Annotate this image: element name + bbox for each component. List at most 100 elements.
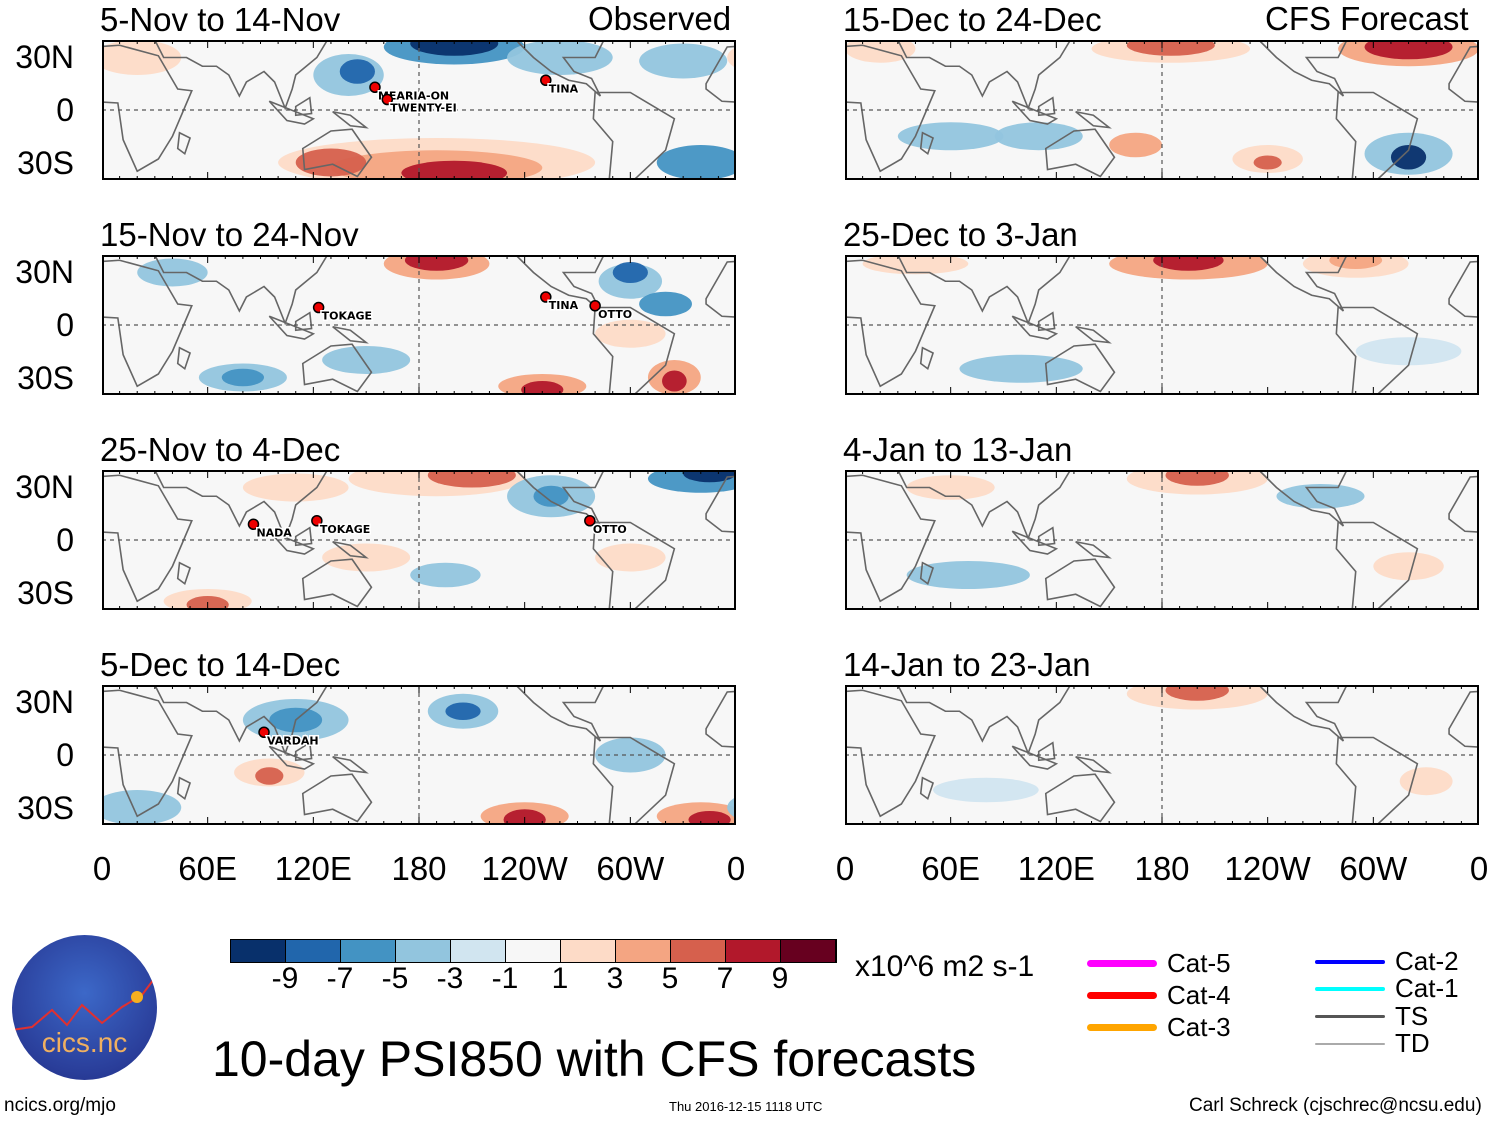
legend-label: Cat-4 [1167, 980, 1231, 1010]
storm-marker[interactable]: TWENTY-EI [381, 93, 458, 116]
coastline [1448, 690, 1479, 748]
storm-marker[interactable]: TOKAGE [311, 515, 372, 537]
colorbar-label: 1 [551, 962, 569, 995]
anomaly-contour [1355, 337, 1462, 366]
colorbar-label: 9 [771, 962, 789, 995]
legend-line-icon [1087, 960, 1157, 967]
storm-marker[interactable]: MEARIA-ON [369, 81, 451, 104]
coastline [153, 685, 329, 756]
footer-timestamp: Thu 2016-12-15 1118 UTC [669, 1099, 823, 1114]
colorbar-units: x10^6 m2 s-1 [855, 950, 1035, 983]
coastline [301, 128, 373, 178]
lat-tick-label: 0 [56, 92, 74, 128]
lon-tick-label: 0 [726, 850, 746, 887]
coastline [1448, 260, 1479, 318]
lat-tick-label: 0 [56, 307, 74, 343]
anomaly-contour [410, 562, 481, 588]
anomaly-contour [656, 145, 736, 180]
coastline [1037, 311, 1056, 332]
storm-label: TINA [549, 82, 579, 95]
coastline [268, 315, 316, 340]
legend-line-icon [1315, 1015, 1385, 1018]
anomaly-contour [612, 262, 648, 283]
coastline [102, 44, 193, 173]
anomaly-contour [1276, 484, 1365, 509]
lon-tick-label: 120E [1017, 850, 1095, 887]
coastline [332, 540, 369, 559]
coastline [1075, 110, 1112, 129]
coastline [1044, 773, 1116, 823]
anomaly-contour [427, 470, 516, 488]
coastline [1448, 45, 1479, 103]
lon-tick-label: 60W [596, 850, 665, 887]
storm-marker[interactable]: TINA [540, 74, 580, 97]
lon-tick-label: 120W [1224, 850, 1311, 887]
colorbar-swatch [231, 940, 286, 962]
footer-author: Carl Schreck (cjschrec@ncsu.edu) [1189, 1095, 1482, 1116]
anomaly-contour [1373, 552, 1444, 581]
coastline [1037, 741, 1056, 762]
coastline [514, 40, 605, 97]
anomaly-contour [445, 702, 481, 720]
anomaly-contour [1390, 145, 1427, 170]
map-panel [845, 470, 1479, 610]
coastline [1257, 470, 1348, 527]
colorbar-label: 5 [661, 962, 679, 995]
anomaly-contour [1126, 40, 1215, 56]
coastline [176, 776, 192, 801]
coastline [705, 690, 736, 748]
lat-tick-label: 30N [15, 254, 74, 290]
coastline [268, 745, 316, 770]
legend-line-icon [1087, 1024, 1157, 1031]
coastline [1257, 685, 1348, 742]
anomaly-contour [595, 319, 666, 348]
storm-marker[interactable]: VARDAH [258, 726, 320, 749]
storm-marker[interactable]: TINA [540, 291, 580, 314]
storm-marker[interactable]: OTTO [584, 515, 628, 537]
coastline [705, 475, 736, 533]
lat-tick-label: 30S [17, 790, 74, 826]
coastline [919, 131, 935, 156]
legend-line-icon [1087, 992, 1157, 999]
anomaly-contour [683, 470, 736, 483]
coastline [514, 685, 605, 742]
lon-tick-label: 180 [1134, 850, 1190, 887]
coastline [1037, 96, 1056, 117]
panel-title: 25-Dec to 3-Jan [843, 216, 1078, 253]
coastline [268, 100, 316, 125]
coastline [153, 255, 329, 326]
coastline [332, 755, 369, 774]
coastline [153, 40, 329, 111]
coastline [301, 773, 373, 823]
colorbar-swatch [781, 940, 836, 962]
coastline [592, 306, 676, 395]
storm-marker[interactable]: NADA [247, 518, 294, 541]
storm-marker[interactable]: OTTO [589, 300, 634, 322]
coastline [1037, 526, 1056, 547]
coastline [705, 45, 736, 103]
colorbar-label: 3 [606, 962, 624, 995]
footer-url[interactable]: ncics.org/mjo [4, 1095, 116, 1116]
coastline [1257, 255, 1348, 312]
anomaly-contour [906, 475, 995, 500]
anomaly-contour [1364, 40, 1453, 60]
anomaly-contour [639, 43, 728, 79]
colorbar [230, 939, 837, 963]
anomaly-contour [295, 148, 367, 177]
colorbar-swatch [616, 940, 671, 962]
coastline [294, 526, 313, 547]
coastline [301, 343, 373, 393]
legend-label: Cat-3 [1167, 1012, 1231, 1042]
coastline [332, 110, 369, 129]
coastline [176, 346, 192, 371]
coastline [845, 259, 936, 388]
lat-tick-label: 0 [56, 522, 74, 558]
lon-tick-label: 180 [391, 850, 447, 887]
anomaly-contour [897, 122, 1004, 151]
storm-marker[interactable]: TOKAGE [312, 301, 374, 324]
anomaly-contour [1165, 685, 1229, 701]
map-panel: NADA TOKAGE OTTO [102, 470, 736, 610]
lat-tick-label: 30N [15, 469, 74, 505]
colorbar-swatch [286, 940, 341, 962]
